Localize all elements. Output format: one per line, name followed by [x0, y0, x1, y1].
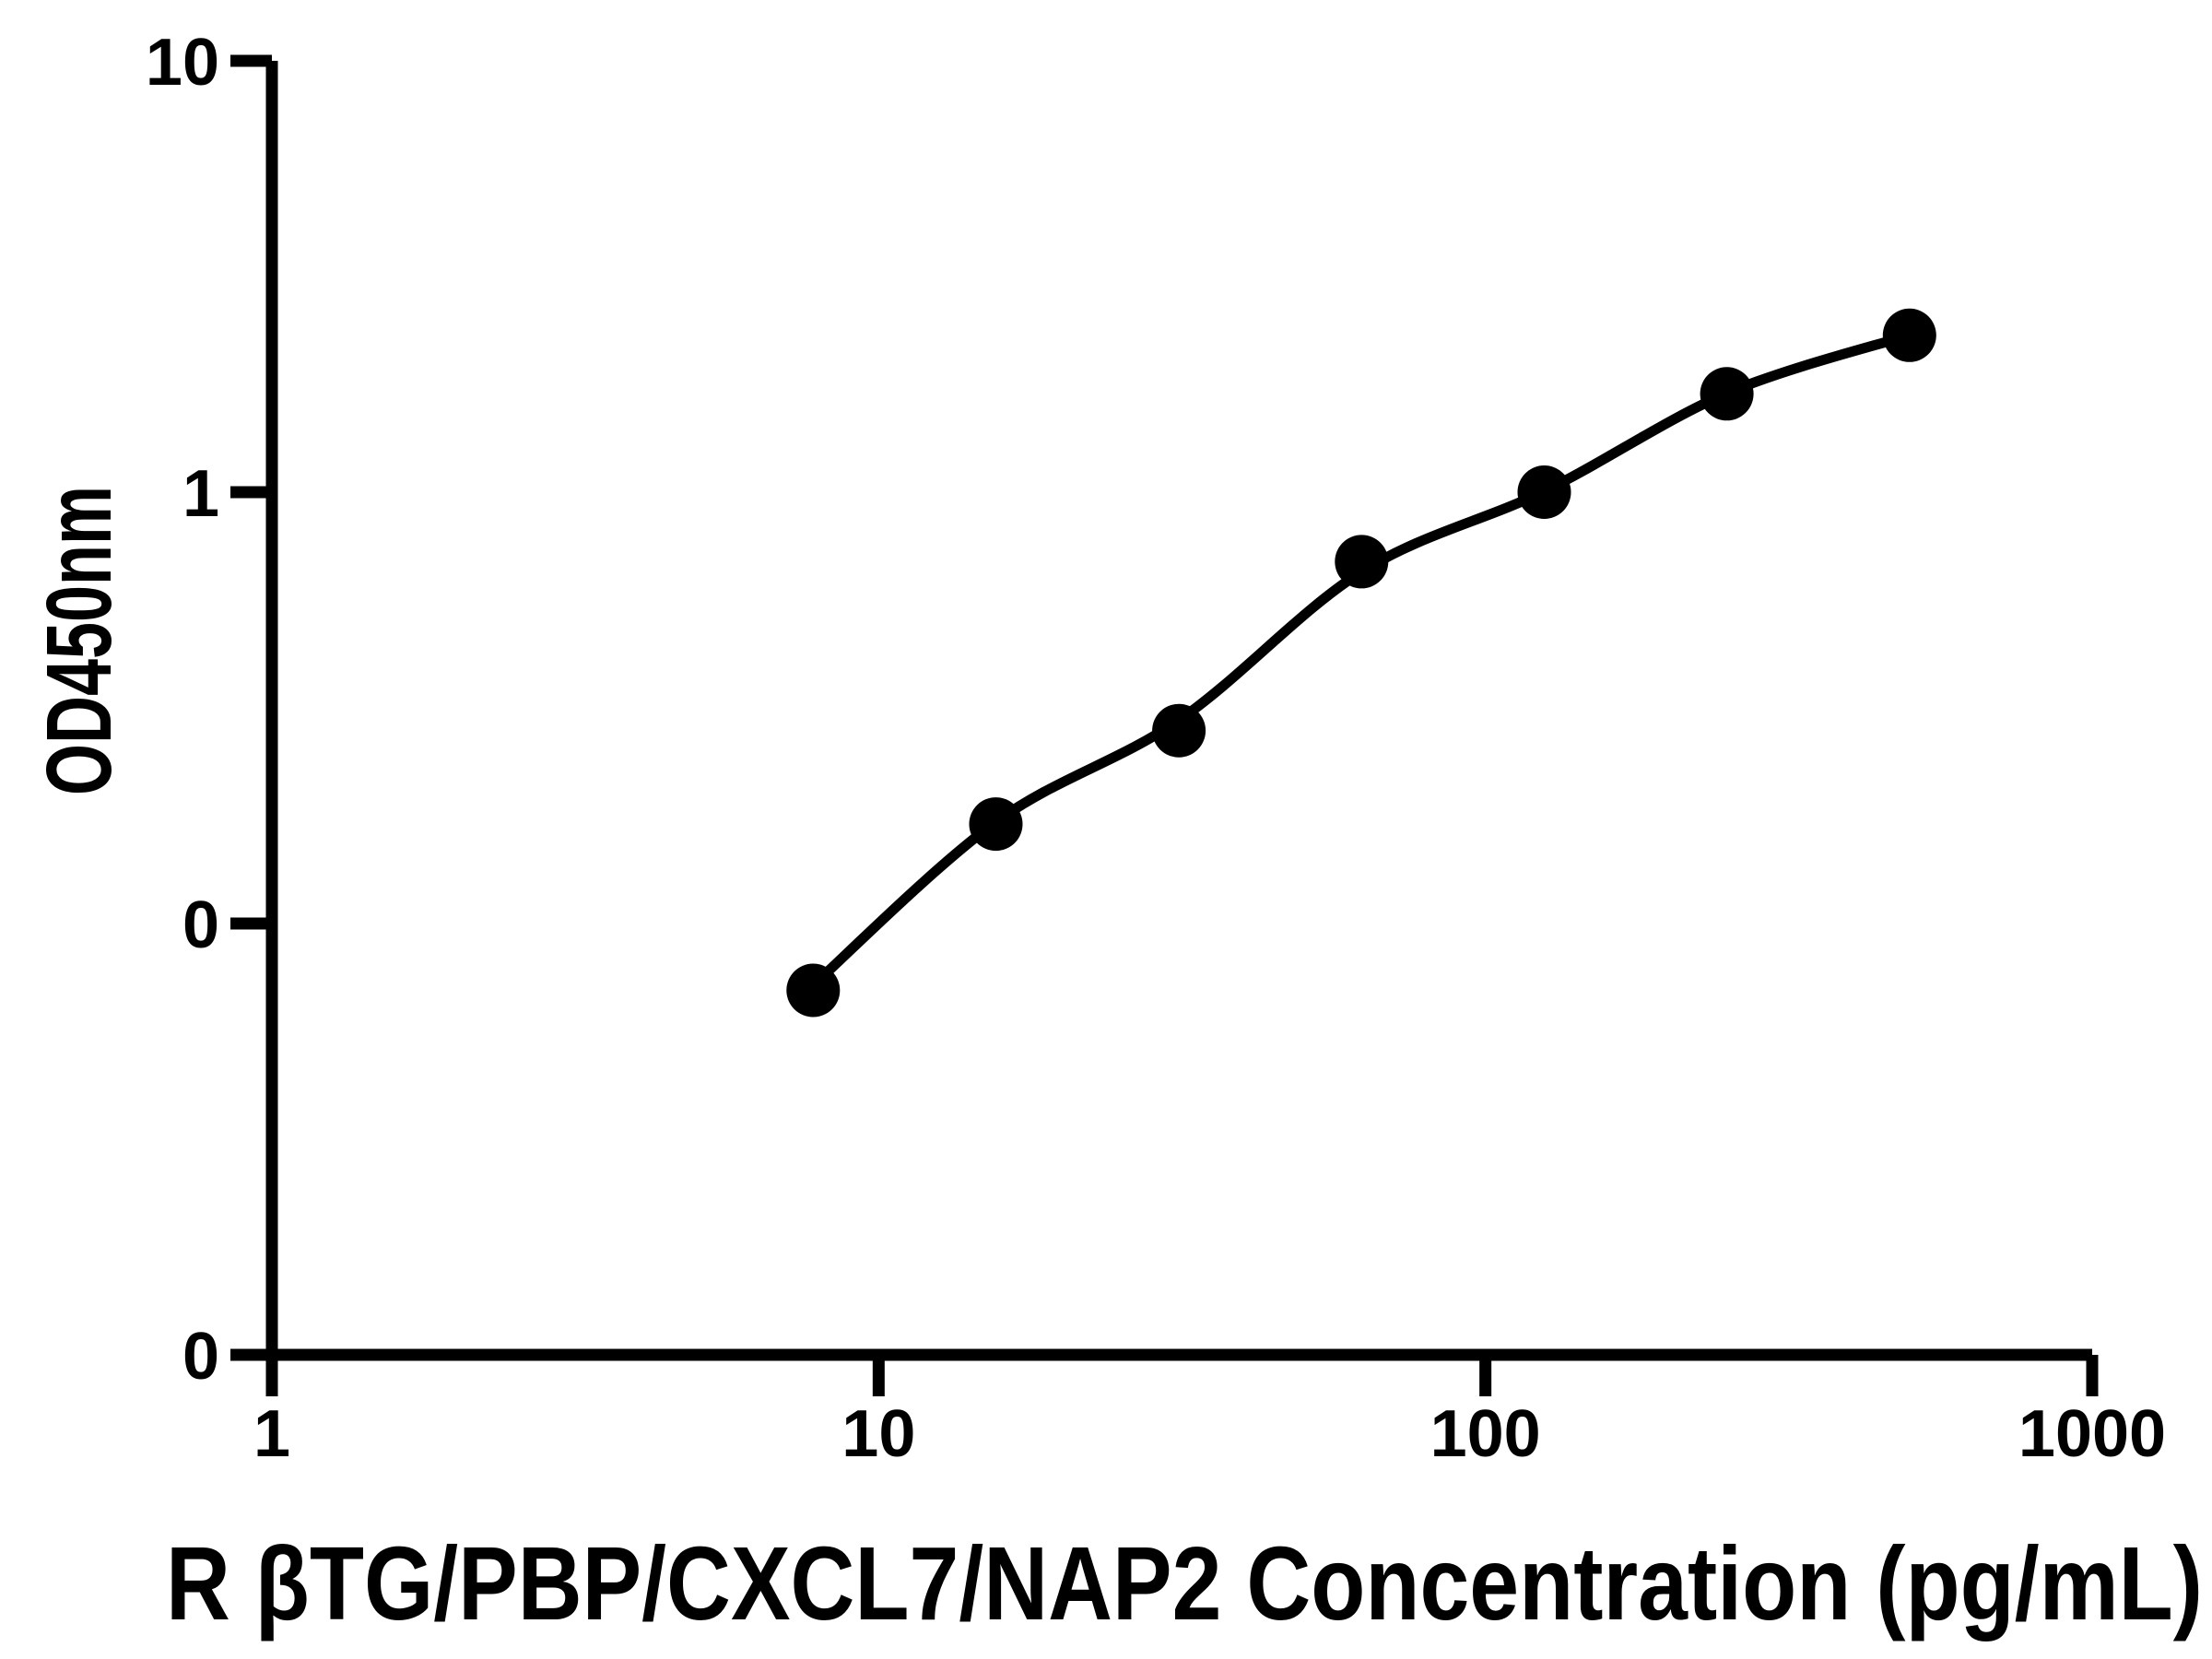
y-tick-label: 0 — [182, 888, 219, 962]
data-point-marker — [969, 797, 1023, 852]
x-tick-label: 10 — [841, 1397, 915, 1471]
x-tick-label: 1000 — [2018, 1397, 2166, 1471]
x-axis-title: R βTG/PBP/CXCL7/NAP2 Concentration (pg/m… — [166, 1525, 2203, 1641]
y-axis-title: OD450nm — [28, 486, 131, 795]
y-tick-label: 1 — [182, 457, 219, 531]
data-point-marker — [1882, 308, 1936, 362]
data-point-marker — [1152, 703, 1206, 758]
x-tick-label: 1 — [253, 1397, 290, 1471]
y-tick-label: 0 — [182, 1320, 219, 1394]
data-point-marker — [1335, 535, 1389, 589]
x-tick-label: 100 — [1430, 1397, 1541, 1471]
data-point-marker — [1700, 367, 1754, 421]
data-point-marker — [1517, 465, 1571, 519]
fit-curve-line — [809, 330, 1912, 989]
data-point-marker — [786, 963, 841, 1018]
y-tick-label: 10 — [146, 26, 219, 100]
